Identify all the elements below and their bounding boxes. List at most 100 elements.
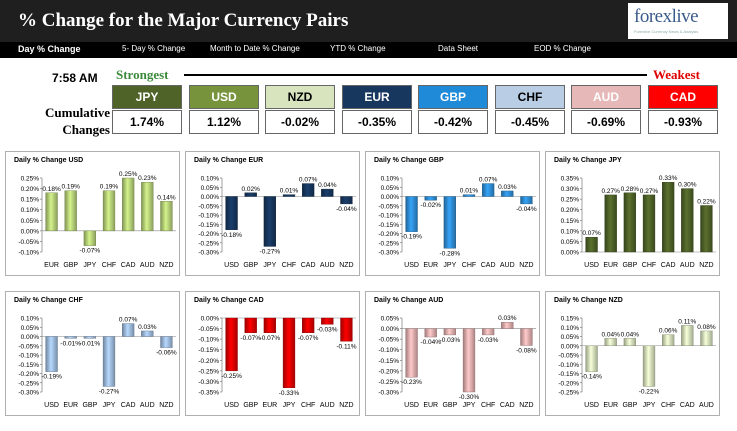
- x-tick-label: CAD: [661, 262, 676, 269]
- x-tick-label: NZD: [519, 402, 533, 409]
- currency-nzd-value: -0.02%: [265, 110, 335, 134]
- bar-nzd: [520, 196, 533, 205]
- data-label: -0.18%: [221, 232, 242, 239]
- currency-gbp-label: GBP: [418, 85, 488, 109]
- y-tick-label: -0.05%: [18, 239, 39, 246]
- x-tick-label: USD: [584, 402, 599, 409]
- y-tick-label: -0.20%: [378, 231, 399, 238]
- bar-aud: [700, 330, 713, 346]
- currency-aud-label: AUD: [571, 85, 641, 109]
- y-tick-label: 0.10%: [561, 228, 580, 235]
- chart-panel-usd: Daily % Change USD -0.10% -0.05% 0.00% 0.05…: [5, 151, 180, 276]
- tab-ytd-change[interactable]: YTD % Change: [330, 44, 386, 53]
- data-label: 0.07%: [299, 177, 318, 184]
- chart-nzd: -0.25% -0.20% -0.15% -0.10% -0.05% 0.00% 0.05%…: [558, 316, 716, 409]
- data-label: 0.27%: [601, 188, 620, 195]
- data-label: -0.27%: [99, 388, 120, 395]
- chart-gbp: -0.30% -0.25% -0.20% -0.15% -0.10% -0.05% 0.00…: [378, 176, 537, 270]
- x-tick-label: AUD: [140, 262, 155, 269]
- x-tick-label: CAD: [680, 402, 695, 409]
- x-tick-label: EUR: [262, 402, 277, 409]
- y-tick-label: -0.25%: [198, 368, 219, 375]
- tab-5-day-change[interactable]: 5- Day % Change: [122, 44, 186, 53]
- data-label: 0.28%: [621, 186, 640, 193]
- y-tick-label: 0.05%: [561, 334, 580, 341]
- x-tick-label: NZD: [699, 262, 713, 269]
- x-tick-label: GBP: [82, 402, 97, 409]
- y-tick-label: 0.00%: [561, 343, 580, 350]
- y-tick-label: -0.25%: [198, 240, 219, 247]
- tab-data-sheet[interactable]: Data Sheet: [438, 44, 479, 53]
- x-tick-label: CHF: [102, 262, 116, 269]
- y-tick-label: -0.30%: [18, 390, 39, 397]
- y-tick-label: -0.10%: [378, 213, 399, 220]
- chart-title: Daily % Change AUD: [374, 297, 444, 304]
- y-tick-label: -0.20%: [18, 371, 39, 378]
- data-label: -0.27%: [260, 248, 281, 255]
- bar-chf: [482, 328, 495, 336]
- y-tick-label: -0.10%: [198, 337, 219, 344]
- x-tick-label: JPY: [263, 262, 276, 269]
- x-tick-label: CHF: [642, 262, 656, 269]
- chart-panel-aud: Daily % Change AUD -0.30% -0.25% -0.20% -0.…: [365, 291, 540, 416]
- x-tick-label: JPY: [463, 402, 476, 409]
- bar-aud: [141, 182, 154, 232]
- data-label: 0.22%: [697, 198, 716, 205]
- y-tick-label: 0.10%: [561, 325, 580, 332]
- chart-title: Daily % Change CAD: [194, 297, 264, 304]
- currency-usd-label: USD: [189, 85, 259, 109]
- y-tick-label: 0.00%: [381, 326, 400, 333]
- y-tick-label: -0.35%: [198, 390, 219, 397]
- x-tick-label: CHF: [661, 402, 675, 409]
- y-tick-label: 0.05%: [21, 218, 40, 225]
- bar-cad: [662, 182, 675, 253]
- tab-month-to-date-change[interactable]: Month to Date % Change: [210, 44, 300, 53]
- x-tick-label: JPY: [83, 262, 96, 269]
- tab-day-change[interactable]: Day % Change: [18, 44, 81, 54]
- data-label: -0.07%: [260, 335, 281, 342]
- data-label: 0.07%: [582, 230, 601, 237]
- bar-usd: [585, 236, 598, 253]
- y-tick-label: -0.30%: [378, 390, 399, 397]
- x-tick-label: NZD: [159, 402, 173, 409]
- forexlive-logo[interactable]: forexlive Forexlive Currency News & Anal…: [628, 3, 728, 39]
- tab-eod-change[interactable]: EOD % Change: [534, 44, 591, 53]
- x-tick-label: USD: [44, 402, 59, 409]
- y-tick-label: 0.30%: [561, 186, 580, 193]
- data-label: -0.33%: [279, 390, 300, 397]
- y-tick-label: 0.25%: [21, 176, 40, 183]
- data-label: -0.06%: [156, 350, 177, 357]
- y-tick-label: 0.15%: [21, 197, 40, 204]
- x-tick-label: USD: [404, 262, 419, 269]
- data-label: 0.11%: [678, 318, 696, 325]
- y-tick-label: -0.10%: [198, 213, 219, 220]
- data-label: 0.01%: [460, 188, 479, 195]
- y-tick-label: -0.25%: [18, 380, 39, 387]
- chart-eur: -0.30% -0.25% -0.20% -0.15% -0.10% -0.05% 0.00…: [198, 176, 357, 270]
- data-label: 0.19%: [100, 184, 119, 191]
- bar-aud: [321, 317, 334, 325]
- data-label: 0.18%: [42, 186, 61, 193]
- bar-usd: [225, 317, 238, 372]
- x-tick-label: GBP: [63, 262, 78, 269]
- x-tick-label: AUD: [320, 262, 335, 269]
- y-tick-label: -0.25%: [378, 240, 399, 247]
- bar-nzd: [160, 336, 173, 348]
- y-tick-label: -0.05%: [558, 353, 579, 360]
- y-tick-label: -0.20%: [198, 231, 219, 238]
- y-tick-label: -0.10%: [18, 353, 39, 360]
- chart-title: Daily % Change JPY: [554, 157, 622, 164]
- y-tick-label: 0.00%: [381, 194, 400, 201]
- bar-usd: [45, 336, 58, 372]
- bar-jpy: [102, 336, 116, 387]
- bar-eur: [45, 192, 58, 232]
- y-tick-label: 0.00%: [201, 316, 220, 323]
- cumulative-changes-label: Cumulative Changes: [40, 104, 110, 138]
- data-label: -0.19%: [401, 234, 422, 241]
- y-tick-label: -0.05%: [198, 203, 219, 210]
- data-label: 0.03%: [498, 315, 517, 322]
- weakest-label: Weakest: [653, 67, 700, 82]
- data-label: -0.03%: [478, 337, 499, 344]
- data-label: -0.04%: [420, 339, 441, 346]
- data-label: -0.28%: [440, 250, 461, 257]
